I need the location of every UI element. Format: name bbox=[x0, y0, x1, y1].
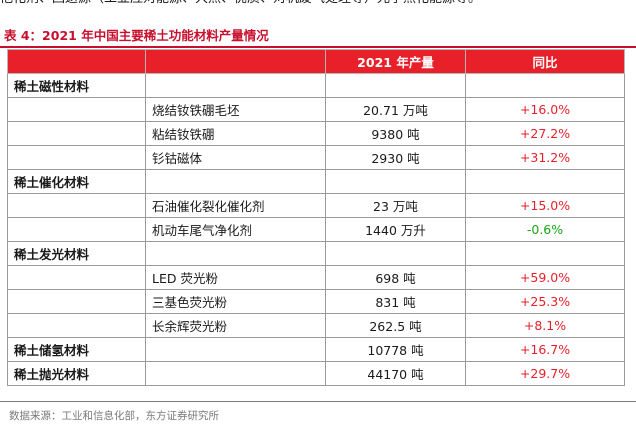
cropped-paragraph-text: 他化剂、回返源（工业应对能源、大然、优质、对机废气处理等）光学热化能源等。 bbox=[0, 0, 636, 10]
caption-divider bbox=[0, 46, 636, 48]
category-cell bbox=[7, 313, 146, 338]
category-cell: 稀土发光材料 bbox=[7, 241, 146, 266]
table-caption: 表 4：2021 年中国主要稀土功能材料产量情况 bbox=[4, 28, 269, 43]
yoy-cell: -0.6% bbox=[465, 217, 625, 242]
table-row: 稀土磁性材料 bbox=[7, 73, 625, 98]
header-output: 2021 年产量 bbox=[325, 49, 466, 74]
production-table: 2021 年产量 同比 稀土磁性材料 烧结钕铁硼毛坯 20.71 万吨 +16.0% 粘… bbox=[7, 49, 625, 386]
header-yoy: 同比 bbox=[465, 49, 625, 74]
table-header-row: 2021 年产量 同比 bbox=[7, 49, 625, 74]
output-cell bbox=[325, 241, 466, 266]
output-cell: 44170 吨 bbox=[325, 361, 466, 386]
yoy-cell bbox=[465, 73, 625, 98]
product-cell: 机动车尾气净化剂 bbox=[145, 217, 326, 242]
product-cell: 烧结钕铁硼毛坯 bbox=[145, 97, 326, 122]
table-row: 三基色荧光粉 831 吨 +25.3% bbox=[7, 289, 625, 314]
output-cell: 698 吨 bbox=[325, 265, 466, 290]
yoy-cell: +29.7% bbox=[465, 361, 625, 386]
output-cell: 2930 吨 bbox=[325, 145, 466, 170]
yoy-cell: +31.2% bbox=[465, 145, 625, 170]
category-cell: 稀土催化材料 bbox=[7, 169, 146, 194]
product-cell: 石油催化裂化催化剂 bbox=[145, 193, 326, 218]
table-row: 稀土发光材料 bbox=[7, 241, 625, 266]
category-cell bbox=[7, 193, 146, 218]
table-row: 烧结钕铁硼毛坯 20.71 万吨 +16.0% bbox=[7, 97, 625, 122]
output-cell: 831 吨 bbox=[325, 289, 466, 314]
table-row: 机动车尾气净化剂 1440 万升 -0.6% bbox=[7, 217, 625, 242]
category-cell bbox=[7, 97, 146, 122]
product-cell bbox=[145, 337, 326, 362]
category-cell: 稀土抛光材料 bbox=[7, 361, 146, 386]
table-row: 钐钴磁体 2930 吨 +31.2% bbox=[7, 145, 625, 170]
product-cell bbox=[145, 169, 326, 194]
product-cell: LED 荧光粉 bbox=[145, 265, 326, 290]
output-cell: 20.71 万吨 bbox=[325, 97, 466, 122]
category-cell bbox=[7, 289, 146, 314]
output-cell: 10778 吨 bbox=[325, 337, 466, 362]
yoy-cell: +27.2% bbox=[465, 121, 625, 146]
yoy-cell: +16.0% bbox=[465, 97, 625, 122]
data-source-note: 数据来源：工业和信息化部，东方证券研究所 bbox=[9, 410, 219, 422]
category-cell bbox=[7, 217, 146, 242]
output-cell bbox=[325, 169, 466, 194]
output-cell: 23 万吨 bbox=[325, 193, 466, 218]
yoy-cell: +16.7% bbox=[465, 337, 625, 362]
product-cell bbox=[145, 361, 326, 386]
category-cell: 稀土磁性材料 bbox=[7, 73, 146, 98]
product-cell: 钐钴磁体 bbox=[145, 145, 326, 170]
table-row: 长余辉荧光粉 262.5 吨 +8.1% bbox=[7, 313, 625, 338]
output-cell: 1440 万升 bbox=[325, 217, 466, 242]
product-cell: 长余辉荧光粉 bbox=[145, 313, 326, 338]
yoy-cell: +15.0% bbox=[465, 193, 625, 218]
table-row: 粘结钕铁硼 9380 吨 +27.2% bbox=[7, 121, 625, 146]
output-cell: 262.5 吨 bbox=[325, 313, 466, 338]
output-cell bbox=[325, 73, 466, 98]
header-product bbox=[145, 49, 326, 74]
yoy-cell: +8.1% bbox=[465, 313, 625, 338]
table-row: 石油催化裂化催化剂 23 万吨 +15.0% bbox=[7, 193, 625, 218]
source-divider bbox=[0, 401, 636, 402]
category-cell: 稀土储氢材料 bbox=[7, 337, 146, 362]
yoy-cell: +59.0% bbox=[465, 265, 625, 290]
table-body: 稀土磁性材料 烧结钕铁硼毛坯 20.71 万吨 +16.0% 粘结钕铁硼 9380 吨 +2… bbox=[7, 73, 625, 386]
product-cell bbox=[145, 241, 326, 266]
category-cell bbox=[7, 121, 146, 146]
product-cell: 粘结钕铁硼 bbox=[145, 121, 326, 146]
table-row: 稀土抛光材料 44170 吨 +29.7% bbox=[7, 361, 625, 386]
table-row: 稀土催化材料 bbox=[7, 169, 625, 194]
table-row: 稀土储氢材料 10778 吨 +16.7% bbox=[7, 337, 625, 362]
yoy-cell bbox=[465, 169, 625, 194]
product-cell bbox=[145, 73, 326, 98]
product-cell: 三基色荧光粉 bbox=[145, 289, 326, 314]
output-cell: 9380 吨 bbox=[325, 121, 466, 146]
table-row: LED 荧光粉 698 吨 +59.0% bbox=[7, 265, 625, 290]
yoy-cell bbox=[465, 241, 625, 266]
yoy-cell: +25.3% bbox=[465, 289, 625, 314]
category-cell bbox=[7, 265, 146, 290]
header-category bbox=[7, 49, 146, 74]
category-cell bbox=[7, 145, 146, 170]
